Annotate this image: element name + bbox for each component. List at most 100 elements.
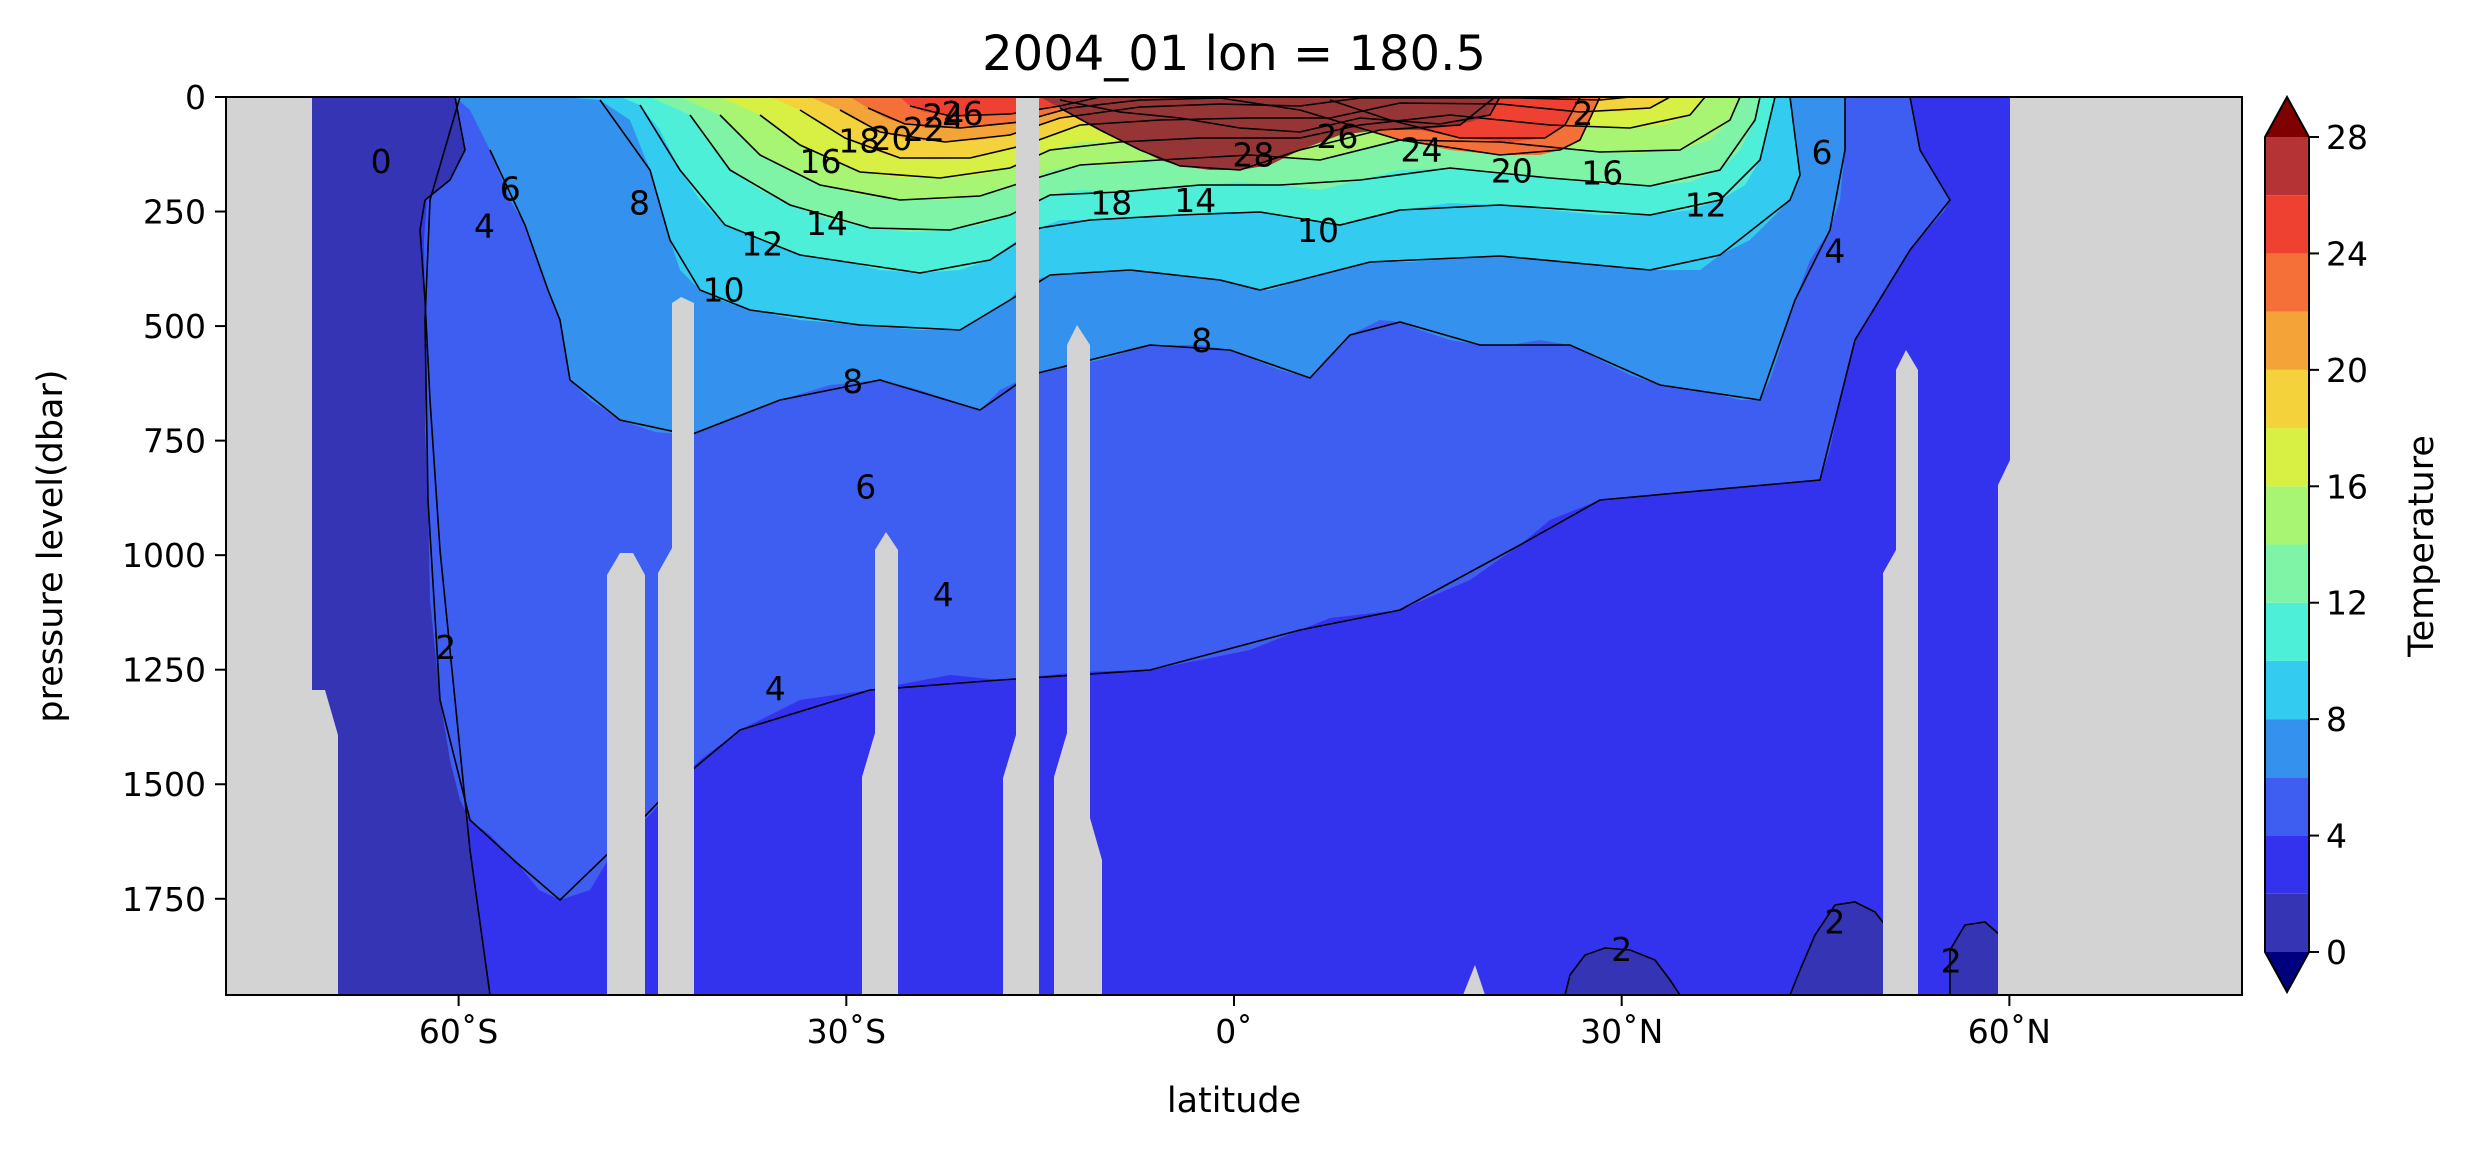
colorbar-segment	[2265, 544, 2309, 603]
contour-label: 20	[1491, 151, 1533, 190]
contour-line-6	[489, 97, 1846, 436]
contour-line-12	[689, 97, 1761, 231]
colorbar-label: Temperature	[2402, 435, 2442, 658]
contour-label: 4	[474, 206, 495, 245]
y-axis-label: pressure level(dbar)	[31, 369, 71, 722]
contour-line-4-south	[424, 97, 1951, 902]
contour-label: 8	[1191, 321, 1212, 360]
colorbar-segment	[2265, 428, 2309, 487]
contour-label: 12	[741, 225, 783, 264]
colorbar-tick-label: 4	[2326, 817, 2347, 856]
contour-label: 6	[1812, 133, 1833, 172]
ridge-6	[1463, 965, 1485, 995]
y-tick-label: 1250	[122, 651, 206, 690]
contour-line-14	[719, 97, 1741, 201]
y-tick-label: 1000	[122, 536, 206, 575]
colorbar-tick-label: 16	[2326, 467, 2368, 506]
plot-area: 0648210121416182022242686441814282624201…	[226, 94, 2242, 995]
band-0-2-south	[312, 97, 490, 995]
colorbar-tick-label: 0	[2326, 933, 2347, 972]
colorbar	[2264, 94, 2310, 995]
contour-label: 24	[922, 96, 964, 135]
contour-label: 6	[855, 467, 876, 506]
contour-label: 4	[933, 575, 954, 614]
band-0-2-north-c	[1950, 922, 2000, 995]
contour-line-2-south	[419, 97, 491, 995]
contour-label: 4	[1824, 231, 1845, 270]
contour-label: 28	[1232, 135, 1274, 174]
contour-label: 2	[1611, 930, 1632, 969]
x-tick-label: 30˚N	[1580, 1012, 1663, 1051]
contour-line-20	[839, 97, 1631, 143]
contour-label: 2	[1572, 94, 1593, 133]
x-axis-label: latitude	[1167, 1081, 1301, 1121]
band-0-2-north-b	[1790, 902, 1895, 995]
contour-label: 16	[1581, 154, 1623, 193]
x-tick-label: 60˚N	[1968, 1012, 2051, 1051]
contour-label: 2	[435, 628, 456, 667]
contour-label: 16	[799, 142, 841, 181]
colorbar-segment	[2265, 369, 2309, 429]
x-tick-label: 30˚S	[807, 1012, 886, 1051]
colorbar-segment	[2265, 486, 2309, 545]
contour-label: 14	[1174, 181, 1216, 220]
contour-line-2-north-a	[1564, 947, 1681, 995]
contour-label: 6	[500, 170, 521, 209]
colorbar-segment	[2265, 660, 2309, 720]
colorbar-extend-min	[2265, 952, 2309, 992]
x-tick-label: 0˚	[1215, 1012, 1253, 1051]
ridge-7	[1883, 350, 1918, 995]
y-tick-label: 750	[143, 422, 206, 461]
chart-title: 2004_01 lon = 180.5	[982, 26, 1486, 82]
contour-line-16	[759, 97, 1706, 179]
colorbar-segment	[2265, 311, 2309, 370]
contour-label: 4	[765, 669, 786, 708]
contour-label: 8	[842, 362, 863, 401]
y-tick-label: 0	[185, 78, 206, 117]
colorbar-extend-max	[2265, 97, 2309, 137]
contour-label: 8	[629, 183, 650, 222]
colorbar-segment	[2265, 195, 2309, 254]
contour-label: 14	[806, 204, 848, 243]
colorbar-segment	[2265, 602, 2309, 661]
x-axis-ticks: 60˚S 30˚S 0˚ 30˚N 60˚N	[419, 995, 2051, 1051]
contour-label: 20	[871, 119, 913, 158]
contour-line-28	[1059, 97, 1496, 171]
colorbar-segment	[2265, 253, 2309, 312]
colorbar-segment	[2265, 835, 2309, 894]
colorbar-tick-label: 20	[2326, 351, 2368, 390]
contour-label: 26	[1316, 117, 1358, 156]
colorbar-ticks: 0 4 8 12 16 20 24 28	[2309, 118, 2368, 972]
contour-label: 24	[1400, 131, 1442, 170]
y-tick-label: 1500	[122, 765, 206, 804]
contour-line-26	[1059, 97, 1501, 133]
colorbar-tick-label: 28	[2326, 118, 2368, 157]
contour-label: 10	[703, 270, 745, 309]
land-antarctica	[226, 97, 338, 995]
contour-line-18	[799, 97, 1671, 159]
y-tick-label: 250	[143, 193, 206, 232]
x-tick-label: 60˚S	[419, 1012, 498, 1051]
y-axis-ticks: 0 250 500 750 1000 1250 1500 1750	[122, 78, 226, 919]
contour-lines	[419, 97, 2001, 995]
contour-label: 2	[1941, 942, 1962, 981]
contour-label: 26	[942, 94, 984, 133]
contour-labels: 0648210121416182022242686441814282624201…	[371, 94, 1962, 981]
y-tick-label: 1750	[122, 880, 206, 919]
contour-label: 22	[903, 110, 945, 149]
band-0-2-north-a	[1565, 948, 1680, 995]
contour-label: 10	[1297, 211, 1339, 250]
contour-label: 12	[1685, 186, 1727, 225]
ridge-4	[1003, 97, 1039, 995]
colorbar-tick-label: 12	[2326, 584, 2368, 623]
contour-line-8	[599, 97, 1801, 331]
ridge-3	[862, 532, 898, 995]
colorbar-segment	[2265, 719, 2309, 778]
ridge-2	[658, 297, 694, 995]
contour-label: 2	[1824, 903, 1845, 942]
colorbar-tick-label: 24	[2326, 234, 2368, 273]
contour-label: 18	[1090, 183, 1132, 222]
colorbar-segment	[2265, 777, 2309, 836]
ridge-1	[607, 553, 645, 995]
